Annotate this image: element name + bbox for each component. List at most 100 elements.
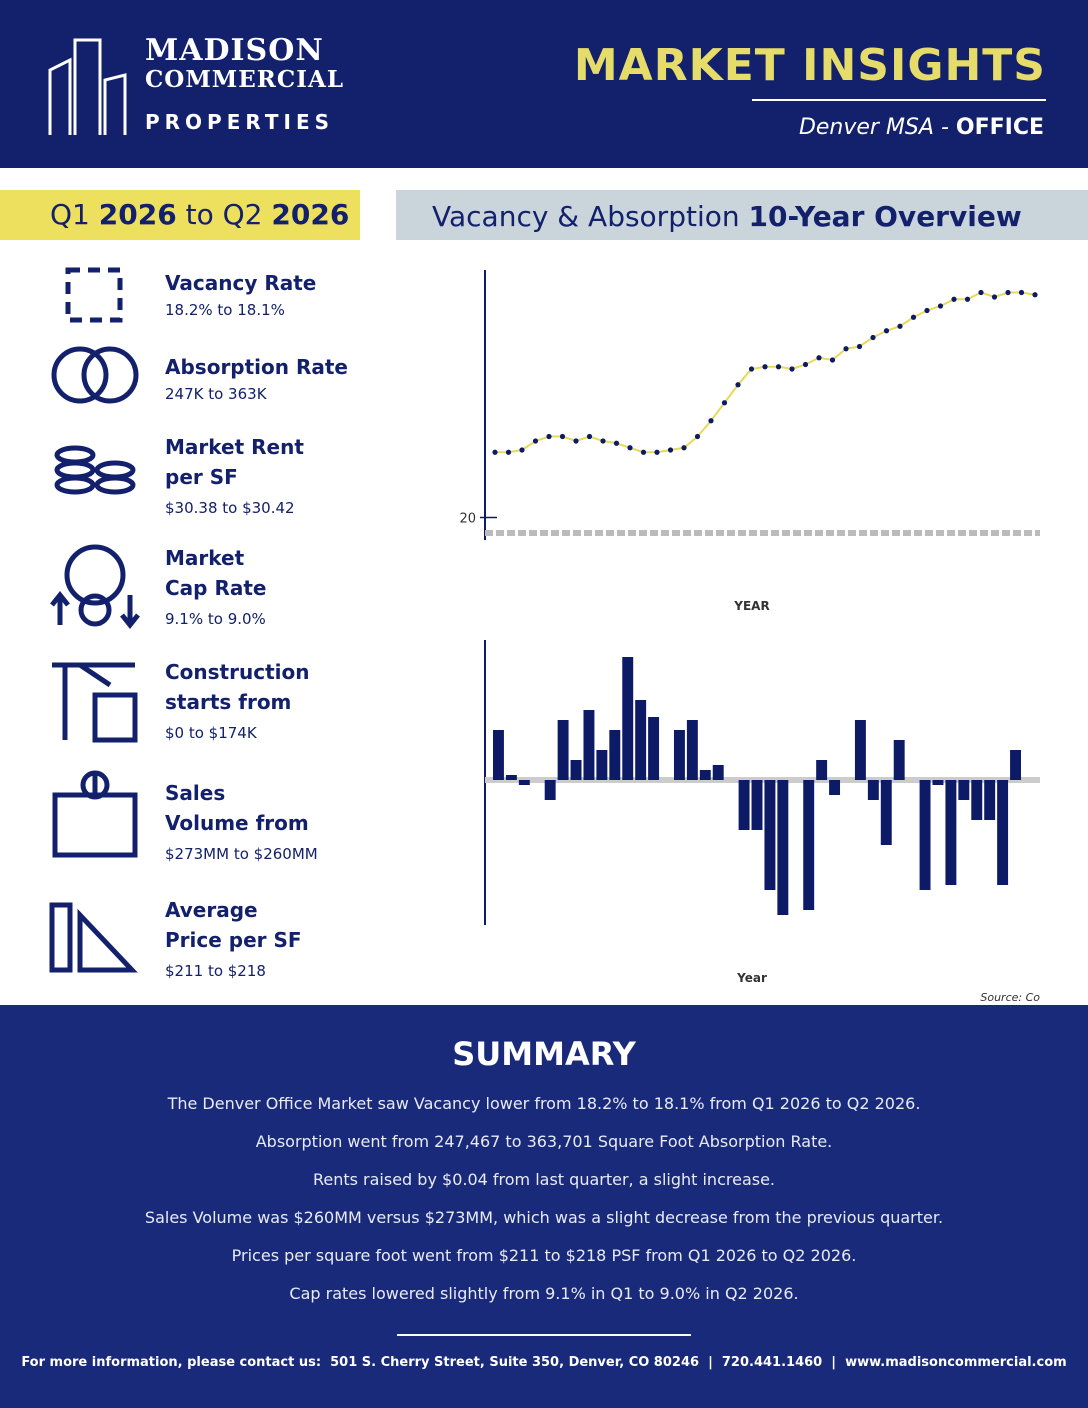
vacancy-point bbox=[654, 449, 660, 455]
metric: Absorption Rate 247K to 363K bbox=[165, 352, 348, 406]
metric: Vacancy Rate 18.2% to 18.1% bbox=[165, 268, 316, 322]
vacancy-point bbox=[735, 382, 741, 388]
charts: 20 YEAR Year Source: Co bbox=[459, 270, 1040, 1004]
absorption-bar bbox=[971, 780, 983, 820]
property-type: OFFICE bbox=[955, 115, 1044, 140]
metric-label: Sales bbox=[165, 781, 226, 805]
vacancy-point bbox=[802, 361, 809, 368]
rule bbox=[397, 1334, 691, 1336]
summary-line: Rents raised by $0.04 from last quarter,… bbox=[312, 1170, 776, 1189]
metric-label: Average bbox=[165, 898, 258, 922]
summary-title: SUMMARY bbox=[452, 1035, 636, 1073]
metric-detail: 9.1% to 9.0% bbox=[165, 610, 266, 628]
title-light: Vacancy & Absorption bbox=[432, 200, 740, 233]
metric-label: Market bbox=[165, 546, 245, 570]
absorption-bar bbox=[1010, 750, 1021, 780]
logo-line: COMMERCIAL bbox=[145, 66, 344, 93]
metric: Construction starts from $0 to $174K bbox=[165, 657, 309, 745]
summary-line: Prices per square foot went from $211 to… bbox=[231, 1246, 857, 1265]
vacancy-point bbox=[694, 433, 701, 440]
vacancy-point bbox=[681, 445, 687, 451]
absorption-bar bbox=[544, 780, 556, 800]
metric-label: Cap Rate bbox=[165, 576, 267, 600]
metric-label: Volume from bbox=[165, 811, 309, 835]
absorption-bar bbox=[648, 717, 660, 780]
vacancy-point bbox=[613, 440, 620, 446]
vacancy-point bbox=[964, 296, 971, 302]
absorption-bar bbox=[932, 780, 944, 785]
vacancy-point bbox=[910, 314, 917, 320]
metric-label: Market Rent bbox=[165, 435, 304, 459]
absorption-bar bbox=[867, 780, 879, 800]
metric: Sales Volume from $273MM to $260MM bbox=[165, 778, 318, 866]
absorption-bar bbox=[712, 765, 724, 780]
absorption-bar bbox=[622, 657, 634, 780]
absorption-bar bbox=[958, 780, 970, 800]
year: 2026 bbox=[98, 198, 177, 231]
metric-detail: 18.2% to 18.1% bbox=[165, 301, 285, 319]
vacancy-point bbox=[627, 445, 633, 451]
summary-line: Sales Volume was $260MM versus $273MM, w… bbox=[144, 1208, 944, 1227]
summary-line: Cap rates lowered slightly from 9.1% in … bbox=[289, 1284, 799, 1303]
logo-line: PROPERTIES bbox=[145, 110, 335, 134]
metric-detail: $211 to $218 bbox=[165, 962, 266, 980]
metric-label: per SF bbox=[165, 465, 238, 489]
vacancy-point bbox=[748, 366, 755, 372]
vacancy-point bbox=[1005, 289, 1011, 296]
vacancy-point bbox=[870, 334, 876, 341]
vacancy-point bbox=[843, 346, 849, 352]
summary-line: Absorption went from 247,467 to 363,701 … bbox=[255, 1132, 833, 1151]
vacancy-point bbox=[924, 307, 930, 314]
absorption-bar bbox=[777, 780, 789, 915]
source: Source: Co bbox=[980, 991, 1040, 1004]
absorption-bar bbox=[893, 740, 905, 780]
metric-detail: $273MM to $260MM bbox=[165, 845, 318, 863]
metric-label: Construction bbox=[165, 660, 310, 684]
section-title: Vacancy & Absorption 10-Year Overview bbox=[396, 190, 1088, 240]
vacancy-point bbox=[1018, 289, 1025, 296]
absorption-bar bbox=[945, 780, 957, 885]
metric-label: Price per SF bbox=[165, 928, 302, 952]
vacancy-point bbox=[640, 449, 647, 455]
vacancy-point bbox=[829, 357, 836, 363]
absorption-bar bbox=[557, 720, 569, 780]
absorption-bar bbox=[854, 720, 866, 780]
subtitle: Denver MSA - OFFICE bbox=[799, 115, 1044, 140]
title-bold: 10-Year Overview bbox=[748, 200, 1022, 233]
page-title: MARKET INSIGHTS bbox=[573, 40, 1046, 91]
vacancy-point bbox=[532, 438, 539, 444]
vacancy-point bbox=[505, 449, 512, 455]
rule bbox=[752, 99, 1046, 101]
vacancy-point bbox=[519, 447, 525, 453]
period-band: Q1 2026 to Q2 2026 bbox=[0, 190, 360, 240]
absorption-bar bbox=[518, 780, 530, 785]
vacancy-line bbox=[495, 291, 1036, 454]
vacancy-point bbox=[492, 449, 498, 455]
metric: Market Rent per SF $30.38 to $30.42 bbox=[165, 432, 304, 520]
to: to bbox=[185, 198, 214, 231]
absorption-bar bbox=[673, 730, 685, 780]
vacancy-point bbox=[586, 433, 593, 440]
vacancy-point bbox=[937, 303, 944, 309]
vacancy-point bbox=[667, 447, 674, 453]
metric-label: Absorption Rate bbox=[165, 355, 348, 379]
logo-line: MADISON bbox=[145, 33, 324, 68]
summary-lines: The Denver Office Market saw Vacancy low… bbox=[0, 1085, 1088, 1313]
absorption-bar bbox=[505, 775, 517, 780]
absorption-bar bbox=[997, 780, 1009, 885]
absorption-bar bbox=[880, 780, 892, 845]
absorption-bar bbox=[803, 780, 815, 910]
absorption-bar bbox=[583, 710, 595, 780]
vacancy-point bbox=[883, 328, 890, 334]
vacancy-point bbox=[721, 400, 728, 406]
vacancy-point bbox=[856, 343, 863, 350]
vacancy-point bbox=[816, 355, 822, 361]
header: MADISON COMMERCIAL PROPERTIES MARKET INS… bbox=[0, 0, 1088, 168]
absorption-bar bbox=[919, 780, 931, 890]
vacancy-point bbox=[1032, 292, 1038, 298]
vacancy-point bbox=[708, 418, 714, 424]
vacancy-point bbox=[775, 364, 782, 370]
absorption-bar bbox=[635, 700, 647, 780]
summary-line: The Denver Office Market saw Vacancy low… bbox=[167, 1094, 921, 1113]
